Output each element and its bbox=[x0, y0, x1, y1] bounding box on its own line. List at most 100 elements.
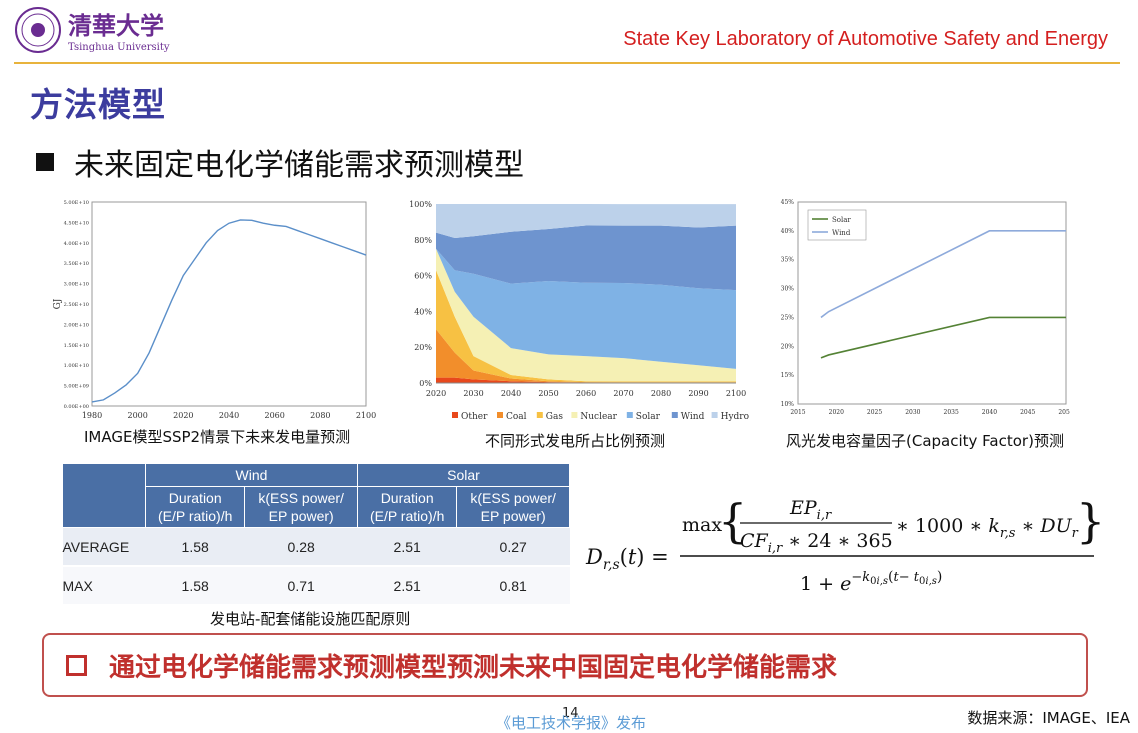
tsinghua-logo: 清華大学 Tsinghua University bbox=[14, 6, 174, 56]
generation-mix-chart: 0% 20% 40% 60% 80% 100% 2020 2030 2040 2050 2060 20… bbox=[409, 200, 749, 422]
header-text: k(ESS power/ bbox=[258, 490, 344, 506]
plot-frame bbox=[91, 201, 367, 407]
legend-label-nuclear: Nuclear bbox=[580, 412, 617, 422]
x-tick-label: 2000 bbox=[127, 411, 147, 420]
cell-value: 1.58 bbox=[145, 527, 245, 567]
header-text: Duration bbox=[380, 490, 434, 506]
cell-value: 0.27 bbox=[456, 527, 570, 567]
x-tick-label: 2040 bbox=[219, 411, 239, 420]
chart1-caption: IMAGE模型SSP2情景下未来发电量预测 bbox=[84, 428, 351, 446]
x-tick-label: 2030 bbox=[463, 389, 483, 398]
generation-forecast-chart: 0.00E+00 5.00E+09 1.00E+10 1.50E+10 2.00E+10… bbox=[53, 200, 376, 420]
col-wind-k: k(ESS power/EP power) bbox=[244, 486, 358, 528]
y-tick-label: 2.50E+10 bbox=[64, 302, 89, 308]
y-tick-label: 100% bbox=[409, 200, 432, 209]
x-tick-label: 2060 bbox=[576, 389, 596, 398]
conclusion-callout: 通过电化学储能需求预测模型预测未来中国固定电化学储能需求 bbox=[42, 633, 1088, 697]
x-tick-label: 2080 bbox=[651, 389, 671, 398]
legend-label-gas: Gas bbox=[546, 412, 564, 422]
chart2-caption: 不同形式发电所占比例预测 bbox=[485, 432, 666, 450]
x-tick-label: 2045 bbox=[1020, 409, 1035, 416]
left-brace: { bbox=[718, 494, 747, 548]
cell-value: 2.51 bbox=[357, 527, 457, 567]
x-tick-label: 2080 bbox=[310, 411, 330, 420]
legend-label-other: Other bbox=[461, 412, 488, 422]
right-brace: } bbox=[1076, 494, 1102, 548]
plot-frame bbox=[797, 201, 1067, 405]
cell-value: 0.71 bbox=[244, 566, 358, 606]
table-row: AVERAGE 1.58 0.28 2.51 0.27 bbox=[62, 527, 570, 567]
bullet-square-icon bbox=[36, 153, 54, 171]
x-tick-label: 1980 bbox=[82, 411, 102, 420]
x-tick-label: 2050 bbox=[538, 389, 558, 398]
legend-box bbox=[807, 209, 867, 241]
x-tick-label: 2090 bbox=[688, 389, 708, 398]
legend-label-solar: Solar bbox=[832, 216, 851, 224]
area-coal bbox=[436, 329, 736, 383]
legend-swatch-coal bbox=[497, 412, 503, 418]
y-tick-label: 35% bbox=[781, 257, 795, 264]
legend-label-solar: Solar bbox=[636, 412, 661, 422]
col-wind-duration: Duration (E/P ratio)/h bbox=[144, 486, 246, 528]
x-tick-label: 2070 bbox=[613, 389, 633, 398]
y-tick-label: 0% bbox=[419, 379, 432, 388]
table-caption: 发电站-配套储能设施匹配原则 bbox=[210, 610, 411, 628]
x-tick-label: 2060 bbox=[264, 411, 284, 420]
legend-swatch-wind bbox=[671, 412, 678, 418]
lab-name: State Key Laboratory of Automotive Safet… bbox=[623, 28, 1108, 50]
logo-en-text: Tsinghua University bbox=[68, 42, 170, 53]
col-solar-duration: Duration (E/P ratio)/h bbox=[356, 486, 458, 528]
hollow-square-bullet-icon bbox=[66, 654, 87, 676]
table-row: MAX 1.58 0.71 2.51 0.81 bbox=[62, 566, 570, 606]
y-axis-label: GJ bbox=[53, 298, 63, 309]
y-tick-label: 25% bbox=[781, 314, 795, 321]
section-heading: 未来固定电化学储能需求预测模型 bbox=[36, 140, 524, 184]
header-text: Duration bbox=[168, 490, 222, 506]
formula-cf: CFi,r ∗ 24 ∗ 365 bbox=[740, 530, 893, 556]
header-text: EP power) bbox=[480, 508, 546, 524]
table-corner bbox=[62, 463, 146, 528]
line-wind bbox=[820, 230, 1066, 319]
x-tick-label: 2040 bbox=[982, 409, 997, 416]
area-wind bbox=[436, 225, 736, 291]
capacity-factor-chart: 10% 15% 20% 25% 30% 35% 40% 45% 2015 2020 2025 2030… bbox=[781, 199, 1070, 416]
x-tick-label: 2100 bbox=[356, 411, 376, 420]
header-text: k(ESS power/ bbox=[470, 490, 556, 506]
y-tick-label: 40% bbox=[414, 307, 432, 316]
header-text: (E/P ratio)/h bbox=[157, 508, 233, 524]
publisher-note: 《电工技术学报》发布 bbox=[496, 714, 647, 732]
callout-text: 通过电化学储能需求预测模型预测未来中国固定电化学储能需求 bbox=[109, 652, 838, 683]
data-source: 数据来源：IMAGE、IEA bbox=[967, 709, 1130, 727]
y-tick-label: 5.00E+09 bbox=[64, 384, 89, 390]
y-tick-label: 1.00E+10 bbox=[64, 363, 89, 369]
x-tick-label: 2020 bbox=[829, 409, 844, 416]
x-tick-label: 2025 bbox=[867, 409, 882, 416]
logo-cn-text: 清華大学 bbox=[68, 11, 164, 40]
legend-label-hydro: Hydro bbox=[721, 412, 749, 422]
legend-label-coal: Coal bbox=[506, 412, 527, 422]
table-group-header: Wind Solar bbox=[62, 463, 571, 528]
y-tick-label: 4.00E+10 bbox=[64, 241, 89, 247]
cell-value: 0.81 bbox=[456, 566, 570, 606]
section-heading-text: 未来固定电化学储能需求预测模型 bbox=[74, 148, 524, 183]
y-tick-label: 4.50E+10 bbox=[64, 220, 89, 226]
formula-max: max bbox=[682, 514, 722, 536]
area-other bbox=[436, 377, 736, 383]
y-tick-label: 20% bbox=[781, 343, 795, 350]
generation-line bbox=[91, 219, 367, 403]
x-tick-label: 2020 bbox=[426, 389, 446, 398]
y-tick-label: 30% bbox=[781, 286, 795, 293]
legend-swatch-solar bbox=[626, 412, 633, 418]
table-group-solar: Solar bbox=[356, 463, 571, 487]
legend-swatch-other bbox=[452, 412, 458, 418]
formula-lhs: Dr,s(t) = bbox=[585, 545, 669, 573]
formula-multiplier: ∗ 1000 ∗ kr,s ∗ DUr bbox=[896, 515, 1079, 541]
cell-value: 1.58 bbox=[145, 566, 245, 606]
legend-swatch-nuclear bbox=[571, 412, 578, 418]
header-text: (E/P ratio)/h bbox=[369, 508, 445, 524]
row-label: MAX bbox=[62, 566, 146, 606]
y-tick-label: 10% bbox=[781, 401, 795, 408]
area-solar bbox=[436, 248, 736, 369]
y-tick-label: 80% bbox=[414, 236, 432, 245]
col-solar-k: k(ESS power/EP power) bbox=[456, 486, 570, 528]
